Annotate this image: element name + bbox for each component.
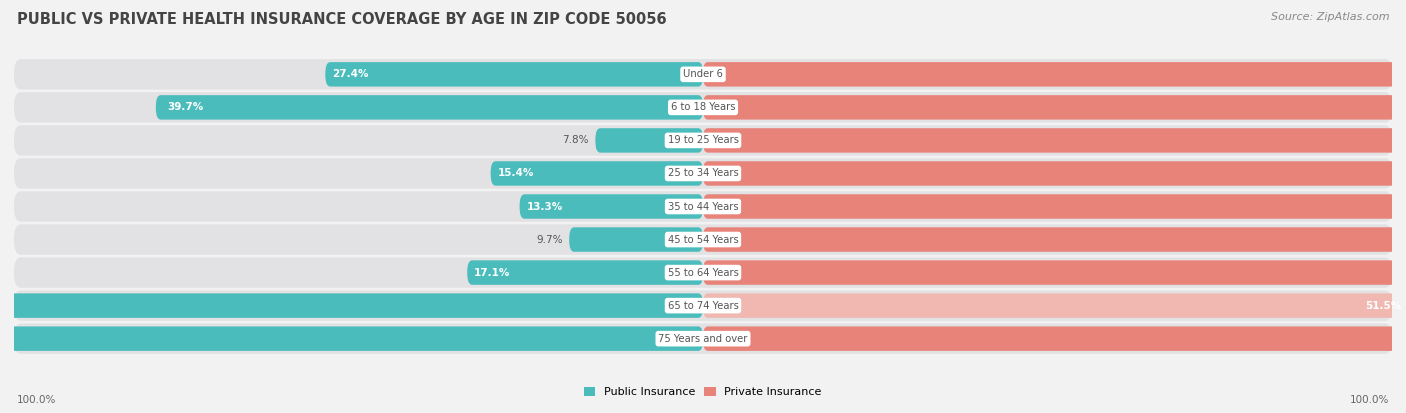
Text: 55 to 64 Years: 55 to 64 Years — [668, 268, 738, 278]
Text: 19 to 25 Years: 19 to 25 Years — [668, 135, 738, 145]
FancyBboxPatch shape — [520, 194, 703, 219]
Text: 100.0%: 100.0% — [1350, 395, 1389, 405]
Text: 100.0%: 100.0% — [17, 395, 56, 405]
Text: 6 to 18 Years: 6 to 18 Years — [671, 102, 735, 112]
FancyBboxPatch shape — [703, 128, 1406, 153]
FancyBboxPatch shape — [703, 260, 1406, 285]
Text: 27.4%: 27.4% — [332, 69, 368, 79]
Text: 45 to 54 Years: 45 to 54 Years — [668, 235, 738, 244]
Text: Under 6: Under 6 — [683, 69, 723, 79]
Text: 51.5%: 51.5% — [1365, 301, 1402, 311]
FancyBboxPatch shape — [325, 62, 703, 87]
FancyBboxPatch shape — [595, 128, 703, 153]
FancyBboxPatch shape — [703, 326, 1406, 351]
Text: Source: ZipAtlas.com: Source: ZipAtlas.com — [1271, 12, 1389, 22]
Text: PUBLIC VS PRIVATE HEALTH INSURANCE COVERAGE BY AGE IN ZIP CODE 50056: PUBLIC VS PRIVATE HEALTH INSURANCE COVER… — [17, 12, 666, 27]
Text: 75 Years and over: 75 Years and over — [658, 334, 748, 344]
FancyBboxPatch shape — [491, 161, 703, 186]
Text: 35 to 44 Years: 35 to 44 Years — [668, 202, 738, 211]
FancyBboxPatch shape — [703, 62, 1406, 87]
FancyBboxPatch shape — [14, 59, 1392, 90]
FancyBboxPatch shape — [14, 92, 1392, 123]
FancyBboxPatch shape — [703, 293, 1406, 318]
Text: 13.3%: 13.3% — [527, 202, 562, 211]
FancyBboxPatch shape — [703, 194, 1406, 219]
FancyBboxPatch shape — [14, 191, 1392, 222]
Text: 39.7%: 39.7% — [167, 102, 204, 112]
FancyBboxPatch shape — [703, 161, 1406, 186]
Text: 25 to 34 Years: 25 to 34 Years — [668, 169, 738, 178]
FancyBboxPatch shape — [467, 260, 703, 285]
FancyBboxPatch shape — [703, 95, 1406, 120]
FancyBboxPatch shape — [569, 227, 703, 252]
FancyBboxPatch shape — [14, 125, 1392, 156]
FancyBboxPatch shape — [0, 326, 703, 351]
FancyBboxPatch shape — [14, 224, 1392, 255]
Text: 9.7%: 9.7% — [536, 235, 562, 244]
Text: 17.1%: 17.1% — [474, 268, 510, 278]
FancyBboxPatch shape — [14, 323, 1392, 354]
FancyBboxPatch shape — [0, 293, 703, 318]
FancyBboxPatch shape — [14, 158, 1392, 189]
Text: 15.4%: 15.4% — [498, 169, 534, 178]
Legend: Public Insurance, Private Insurance: Public Insurance, Private Insurance — [579, 383, 827, 402]
Text: 65 to 74 Years: 65 to 74 Years — [668, 301, 738, 311]
FancyBboxPatch shape — [14, 290, 1392, 321]
FancyBboxPatch shape — [14, 257, 1392, 288]
Text: 7.8%: 7.8% — [562, 135, 589, 145]
FancyBboxPatch shape — [703, 227, 1406, 252]
FancyBboxPatch shape — [156, 95, 703, 120]
